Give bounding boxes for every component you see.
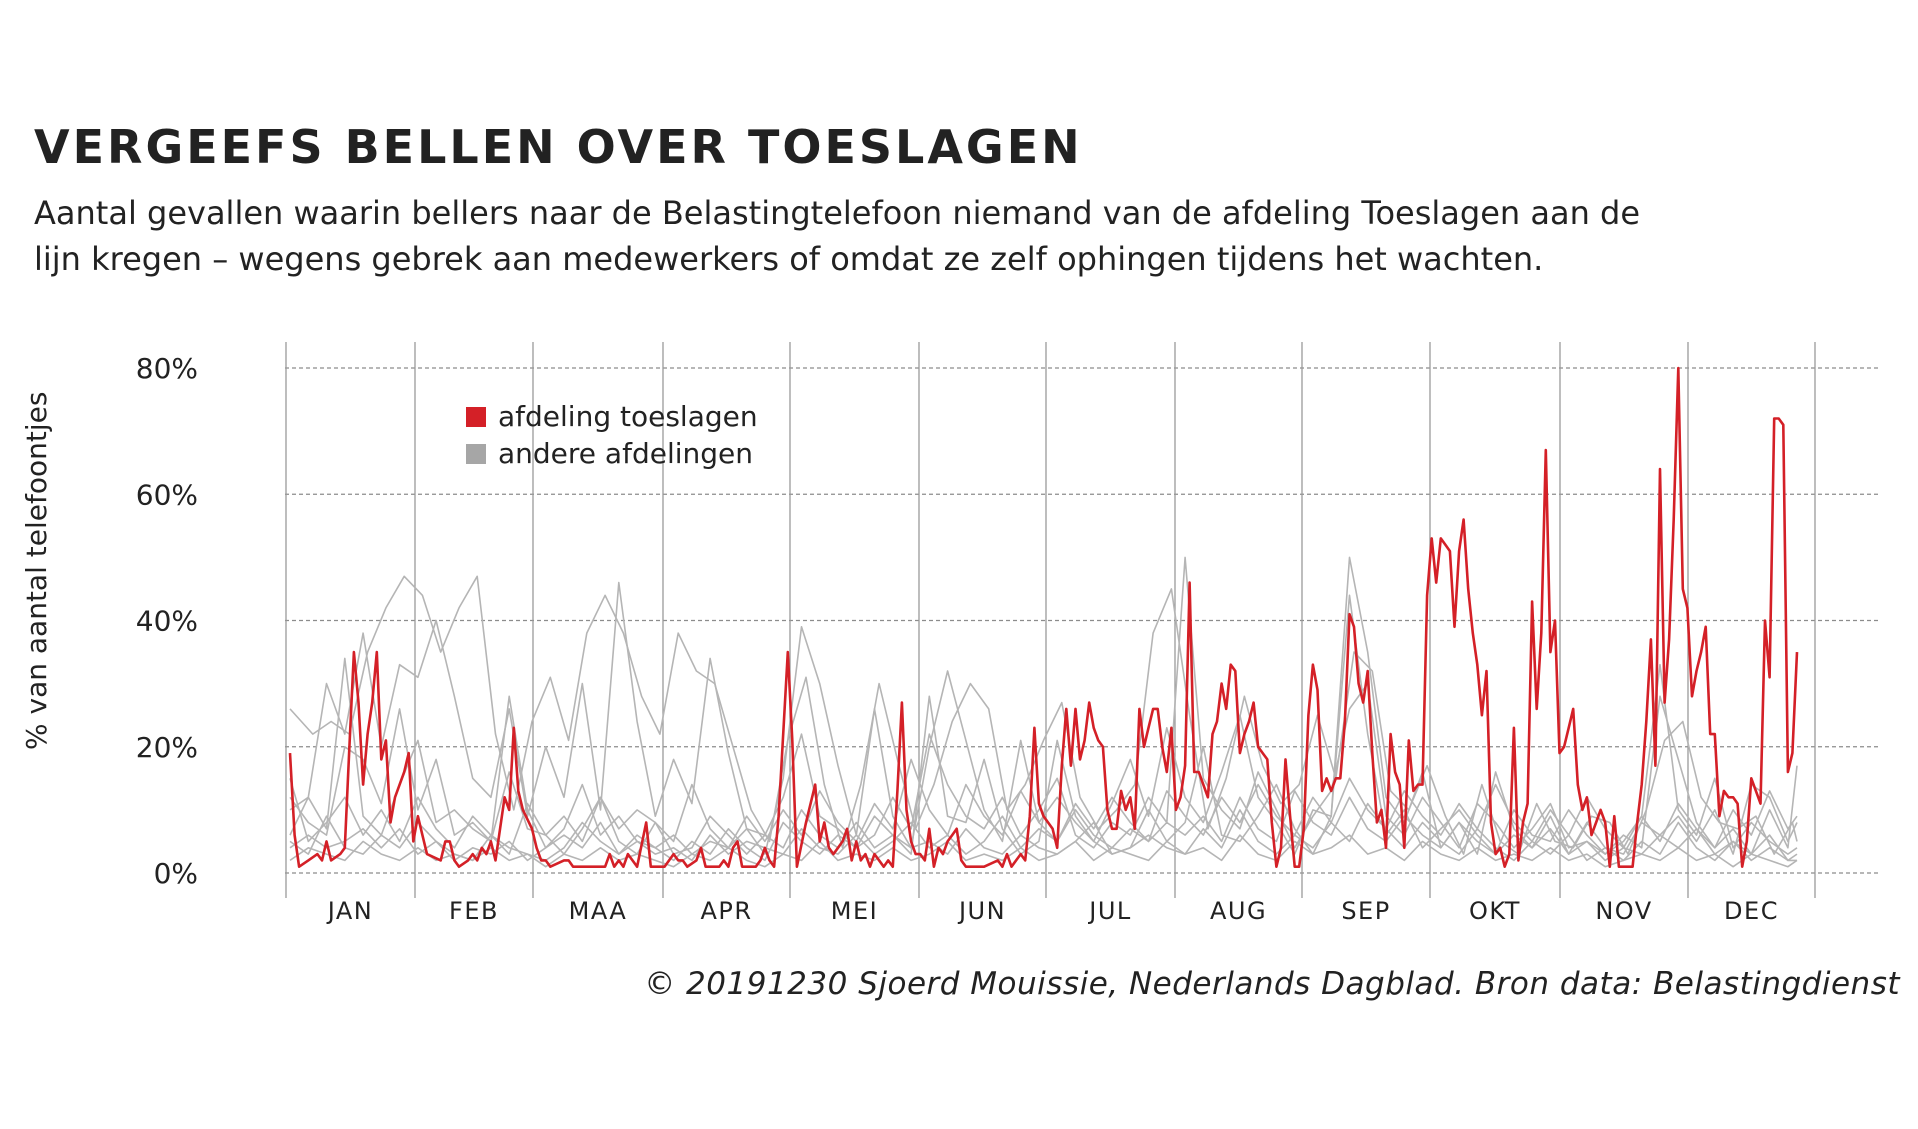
legend-item-toeslagen: afdeling toeslagen xyxy=(466,398,758,435)
x-tick-label-aug: AUG xyxy=(1210,897,1267,925)
x-tick-labels: JAN FEB MAA APR MEI JUN JUL AUG SEP OKT NOV DEC xyxy=(326,897,1779,925)
x-tick-label-jun: JUN xyxy=(957,897,1006,925)
y-tick-label: 80% xyxy=(136,352,198,385)
source-credit: © 20191230 Sjoerd Mouissie, Nederlands D… xyxy=(644,966,1900,1002)
legend-label-andere: andere afdelingen xyxy=(498,437,753,470)
x-tick-label-nov: NOV xyxy=(1595,897,1652,925)
series-andere-afdelingen xyxy=(289,556,1798,868)
y-tick-labels: 0% 20% 40% 60% 80% xyxy=(136,352,198,890)
legend-swatch-red xyxy=(466,406,486,427)
series-line-andere-3 xyxy=(289,594,1798,855)
x-tick-label-mei: MEI xyxy=(831,897,878,925)
y-tick-label: 60% xyxy=(136,478,198,511)
series-line-andere-2 xyxy=(289,556,1798,855)
y-tick-label: 20% xyxy=(136,731,198,764)
y-tick-label: 0% xyxy=(154,857,198,890)
series-line-andere-1 xyxy=(289,556,1798,855)
chart-title: VERGEEFS BELLEN OVER TOESLAGEN xyxy=(34,120,1083,174)
series-line-andere-6 xyxy=(289,834,1798,868)
series-line-andere-0 xyxy=(289,575,1798,855)
line-chart: 0% 20% 40% 60% 80% JAN FEB MAA APR MEI JUN JUL AUG S… xyxy=(136,342,1880,925)
series-line-andere-4 xyxy=(289,790,1798,862)
legend-swatch-grey xyxy=(466,443,486,464)
series-afdeling-toeslagen xyxy=(288,366,1799,869)
x-tick-label-feb: FEB xyxy=(449,897,499,925)
x-tick-label-maa: MAA xyxy=(569,897,628,925)
legend-label-toeslagen: afdeling toeslagen xyxy=(498,400,758,433)
month-separators xyxy=(285,342,1816,898)
x-tick-label-sep: SEP xyxy=(1341,897,1390,925)
x-tick-label-jul: JUL xyxy=(1087,897,1132,925)
series-line-toeslagen xyxy=(288,366,1799,869)
legend-item-andere: andere afdelingen xyxy=(466,435,758,472)
legend: afdeling toeslagen andere afdelingen xyxy=(466,398,758,472)
x-tick-label-apr: APR xyxy=(700,897,752,925)
x-tick-label-dec: DEC xyxy=(1724,897,1779,925)
x-tick-label-jan: JAN xyxy=(326,897,374,925)
series-line-andere-7 xyxy=(289,758,1798,855)
x-tick-label-okt: OKT xyxy=(1469,897,1521,925)
chart-subtitle: Aantal gevallen waarin bellers naar de B… xyxy=(34,194,1641,278)
y-tick-label: 40% xyxy=(136,605,198,638)
